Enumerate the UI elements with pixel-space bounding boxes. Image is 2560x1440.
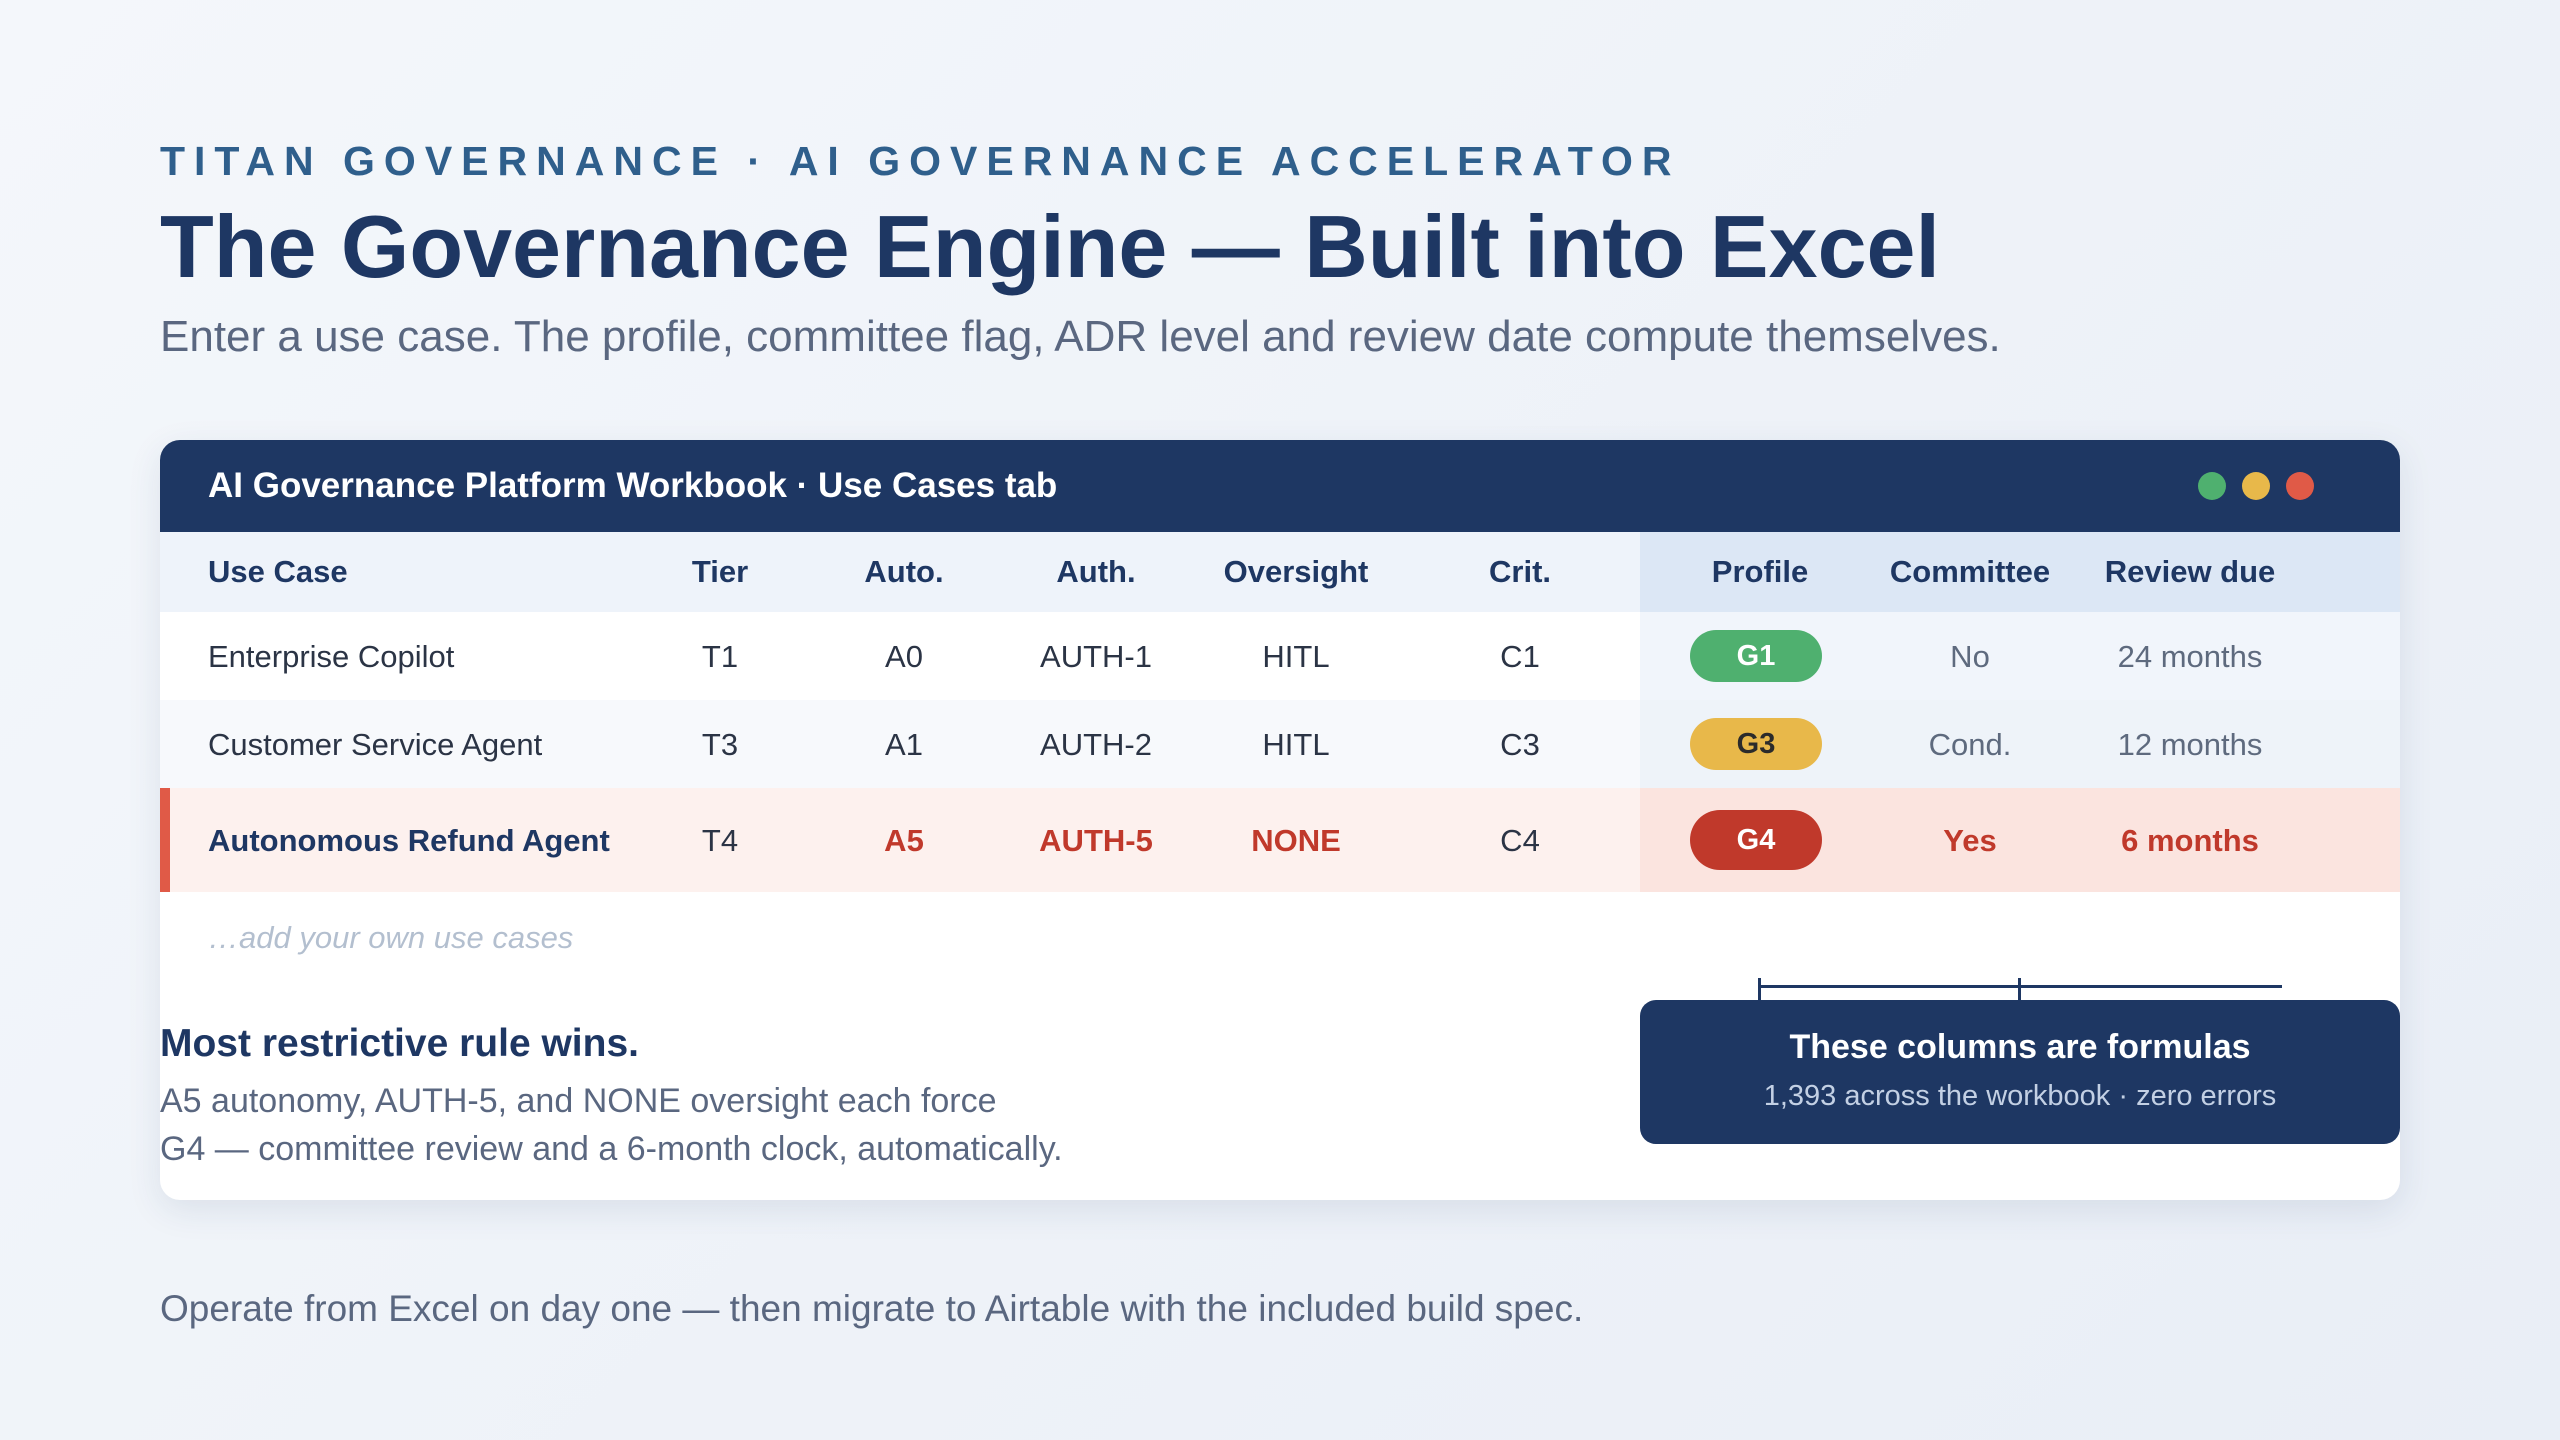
formula-columns-bracket <box>1758 978 2282 1000</box>
profile-badge: G1 <box>1690 630 1822 682</box>
cell-auto[interactable]: A5 <box>884 823 924 858</box>
red-dot-icon[interactable] <box>2286 472 2314 500</box>
rule-description-line: A5 autonomy, AUTH-5, and NONE oversight … <box>160 1082 997 1120</box>
page-subtitle: Enter a use case. The profile, committee… <box>160 312 2001 361</box>
row-highlight-accent <box>160 788 170 892</box>
col-header-use-case[interactable]: Use Case <box>208 554 348 589</box>
cell-auto[interactable]: A0 <box>885 639 923 674</box>
cell-committee: No <box>1950 639 1990 674</box>
cell-oversight[interactable]: HITL <box>1262 727 1330 762</box>
cell-auth[interactable]: AUTH-1 <box>1040 639 1152 674</box>
cell-oversight[interactable]: NONE <box>1251 823 1341 858</box>
add-use-case-placeholder[interactable]: …add your own use cases <box>208 920 574 955</box>
profile-badge: G3 <box>1690 718 1822 770</box>
cell-use-case[interactable]: Autonomous Refund Agent <box>208 823 610 858</box>
cell-review-due: 24 months <box>2117 639 2263 674</box>
cell-crit[interactable]: C4 <box>1500 823 1540 858</box>
col-header-auto[interactable]: Auto. <box>864 554 944 589</box>
cell-use-case[interactable]: Customer Service Agent <box>208 727 543 762</box>
callout-title: These columns are formulas <box>1789 1028 2251 1066</box>
cell-tier[interactable]: T1 <box>701 639 739 674</box>
window-titlebar: AI Governance Platform Workbook · Use Ca… <box>160 440 2400 532</box>
cell-crit[interactable]: C1 <box>1500 639 1540 674</box>
col-header-crit[interactable]: Crit. <box>1489 554 1551 589</box>
cell-auth[interactable]: AUTH-5 <box>1039 823 1153 858</box>
col-header-oversight[interactable]: Oversight <box>1223 554 1369 589</box>
rule-heading: Most restrictive rule wins. <box>160 1022 639 1065</box>
footer-note: Operate from Excel on day one — then mig… <box>160 1288 1584 1329</box>
col-header-review-due[interactable]: Review due <box>2104 554 2276 589</box>
col-header-auth[interactable]: Auth. <box>1056 554 1136 589</box>
cell-tier[interactable]: T4 <box>701 823 739 858</box>
page-title: The Governance Engine — Built into Excel <box>160 197 1940 296</box>
cell-use-case[interactable]: Enterprise Copilot <box>208 639 455 674</box>
col-header-tier[interactable]: Tier <box>691 554 749 589</box>
cell-auto[interactable]: A1 <box>885 727 923 762</box>
cell-auth[interactable]: AUTH-2 <box>1040 727 1152 762</box>
col-header-profile[interactable]: Profile <box>1711 554 1809 589</box>
cell-oversight[interactable]: HITL <box>1262 639 1330 674</box>
window-title: AI Governance Platform Workbook · Use Ca… <box>208 466 1058 505</box>
green-dot-icon[interactable] <box>2198 472 2226 500</box>
cell-committee: Cond. <box>1928 727 2012 762</box>
rule-description-line: G4 — committee review and a 6-month cloc… <box>160 1130 1063 1168</box>
callout-subtitle: 1,393 across the workbook · zero errors <box>1763 1080 2277 1112</box>
formula-callout: These columns are formulas 1,393 across … <box>1640 1000 2400 1144</box>
cell-tier[interactable]: T3 <box>701 727 739 762</box>
col-header-committee[interactable]: Committee <box>1889 554 2051 589</box>
workbook-window: AI Governance Platform Workbook · Use Ca… <box>160 440 2400 1200</box>
cell-crit[interactable]: C3 <box>1500 727 1540 762</box>
yellow-dot-icon[interactable] <box>2242 472 2270 500</box>
cell-review-due: 6 months <box>2121 823 2259 858</box>
formula-columns-header <box>1640 532 2400 612</box>
cell-review-due: 12 months <box>2117 727 2263 762</box>
cell-committee: Yes <box>1943 823 1997 858</box>
eyebrow: TITAN GOVERNANCE · AI GOVERNANCE ACCELER… <box>160 138 1681 184</box>
profile-badge: G4 <box>1690 810 1822 870</box>
